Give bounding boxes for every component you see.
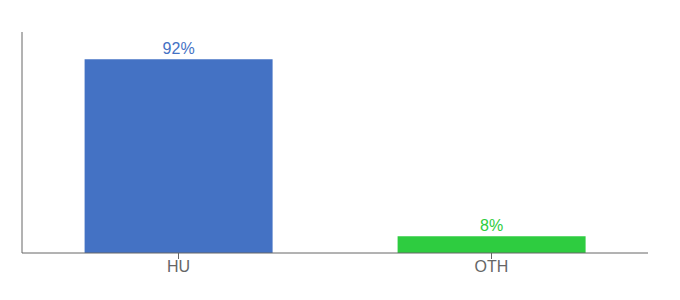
svg-text:92%: 92% — [163, 40, 195, 57]
svg-text:OTH: OTH — [475, 258, 509, 275]
svg-text:HU: HU — [167, 258, 190, 275]
svg-text:8%: 8% — [480, 217, 503, 234]
